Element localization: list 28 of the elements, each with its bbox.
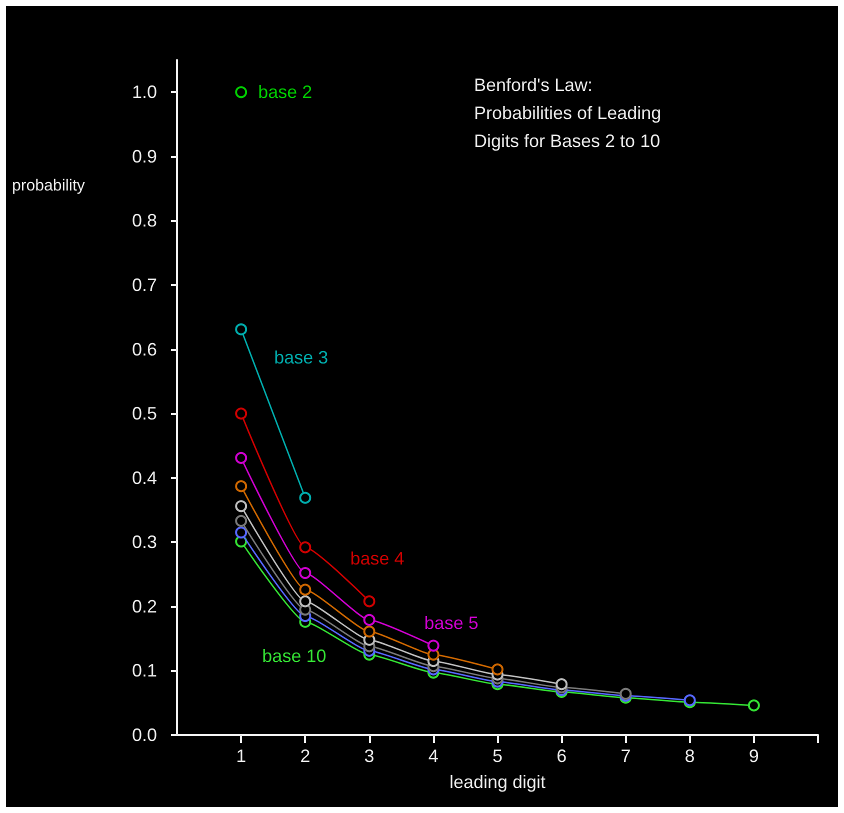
series-label: base 5 (424, 612, 478, 633)
x-tick-label: 6 (556, 746, 567, 766)
series-label: base 2 (258, 82, 312, 102)
x-tick-label: 4 (428, 746, 438, 766)
y-tick-label: 0.0 (132, 725, 157, 745)
y-tick-label: 0.4 (132, 468, 157, 488)
series-label: base 10 (262, 646, 326, 666)
y-tick-label: 0.2 (132, 596, 157, 616)
x-tick-label: 8 (684, 746, 695, 766)
y-tick-label: 0.9 (132, 146, 157, 166)
x-tick-label: 3 (364, 746, 374, 766)
y-tick-label: 1.0 (132, 82, 157, 102)
series-label: base 3 (274, 347, 328, 368)
y-tick-label: 0.5 (132, 404, 157, 424)
y-tick-label: 0.7 (132, 275, 157, 295)
y-tick-label: 0.3 (132, 532, 157, 552)
y-tick-label: 0.1 (132, 660, 157, 681)
x-tick-label: 2 (300, 746, 310, 766)
x-tick-label: 9 (748, 746, 759, 766)
x-tick-label: 5 (492, 746, 503, 766)
x-tick-label: 7 (620, 746, 631, 766)
x-tick-label: 1 (236, 746, 246, 766)
y-tick-label: 0.6 (132, 339, 157, 360)
x-axis-title: leading digit (449, 772, 546, 792)
text: Benford's Law: Probabilities of Leading Digits for Bases 2 to 10 (474, 75, 666, 151)
y-axis-title: probability (12, 178, 85, 194)
y-tick-label: 0.8 (132, 210, 157, 231)
series-label: base 4 (350, 548, 404, 568)
